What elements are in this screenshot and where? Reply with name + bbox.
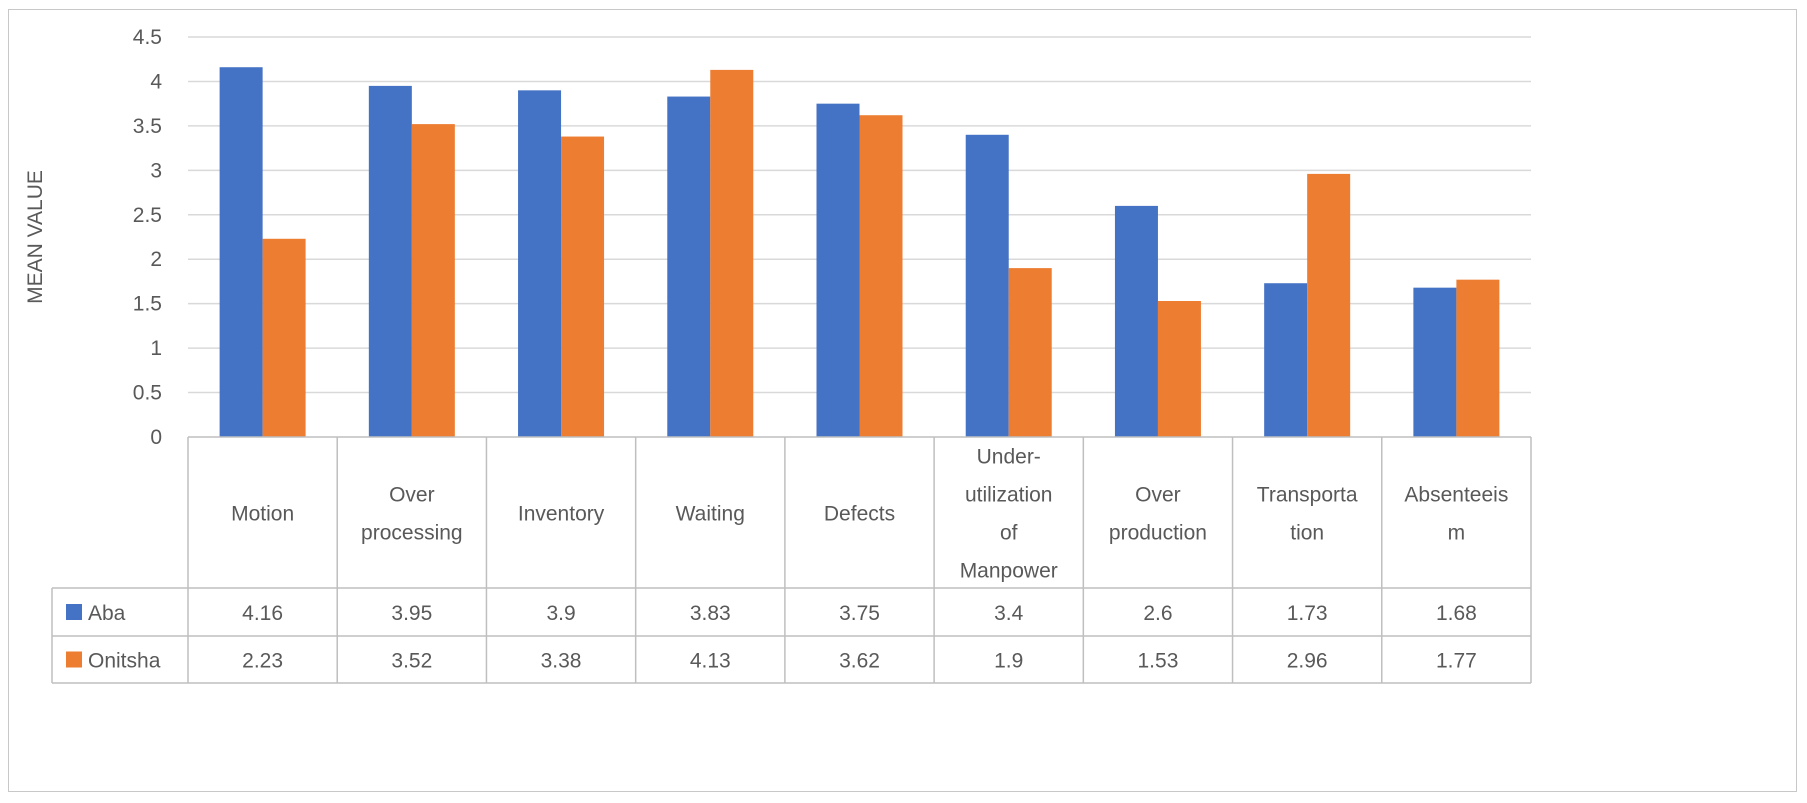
bar-aba-5: [965, 134, 1009, 437]
y-tick-label: 3.5: [133, 115, 162, 138]
category-label: Over production: [1109, 484, 1207, 545]
legend-key-onitsha: [66, 651, 82, 668]
data-label-onitsha: 4.13: [690, 650, 731, 673]
bar-aba-8: [1413, 287, 1457, 437]
bar-onitsha-5: [1008, 268, 1052, 437]
data-label-aba: 2.6: [1143, 602, 1172, 625]
data-label-onitsha: 3.38: [541, 650, 582, 673]
legend-key-aba: [66, 604, 82, 620]
data-label-onitsha: 1.77: [1436, 650, 1477, 673]
y-tick-label: 4: [150, 70, 162, 93]
bar-aba-6: [1114, 205, 1158, 437]
y-tick-label: 0: [150, 426, 162, 449]
data-label-onitsha: 3.52: [391, 650, 432, 673]
bar-aba-7: [1264, 283, 1308, 437]
y-tick-label: 4.5: [133, 26, 162, 49]
category-label: Inventory: [518, 503, 605, 526]
bar-onitsha-4: [859, 115, 903, 437]
bar-onitsha-6: [1157, 301, 1201, 437]
data-table: Motion Over processing Inventory Waiting Defe…: [51, 436, 1532, 684]
category-label: Absenteeis m: [1404, 484, 1508, 545]
data-label-onitsha: 2.96: [1287, 650, 1328, 673]
category-label: Motion: [231, 503, 294, 526]
data-label-aba: 4.16: [242, 602, 283, 625]
bar-onitsha-1: [411, 124, 455, 437]
data-label-onitsha: 2.23: [242, 650, 283, 673]
bar-aba-1: [368, 85, 412, 437]
bar-onitsha-3: [710, 69, 754, 437]
bar-aba-4: [816, 103, 860, 438]
data-label-aba: 1.68: [1436, 602, 1477, 625]
bar-onitsha-0: [262, 238, 306, 437]
y-tick-label: 2.5: [133, 204, 162, 227]
legend-label-onitsha: Onitsha: [88, 650, 161, 673]
y-tick-label: 2: [150, 248, 162, 271]
y-axis-title: MEAN VALUE: [24, 170, 47, 304]
category-label: Under-utilization of Manpower: [960, 446, 1058, 583]
bars: [219, 67, 1500, 438]
y-tick-label: 1.5: [133, 293, 162, 316]
y-tick-label: 1: [150, 337, 162, 360]
category-label: Over processing: [361, 484, 463, 545]
bar-aba-2: [518, 90, 562, 437]
category-label: Defects: [824, 503, 895, 526]
data-label-onitsha: 3.62: [839, 650, 880, 673]
data-label-aba: 1.73: [1287, 602, 1328, 625]
y-axis-tick-labels: 0 0.5 1 1.5 2 2.5 3 3.5 4 4.5: [133, 26, 163, 449]
data-label-aba: 3.75: [839, 602, 880, 625]
bar-onitsha-8: [1456, 279, 1500, 437]
data-label-aba: 3.83: [690, 602, 731, 625]
category-label: Transporta tion: [1257, 484, 1358, 545]
bar-onitsha-2: [561, 136, 605, 438]
data-label-aba: 3.4: [994, 602, 1024, 625]
y-tick-label: 3: [150, 159, 162, 182]
y-tick-label: 0.5: [133, 382, 162, 405]
category-label: Waiting: [676, 503, 745, 526]
data-label-aba: 3.95: [391, 602, 432, 625]
data-label-onitsha: 1.53: [1138, 650, 1179, 673]
legend-label-aba: Aba: [88, 602, 126, 625]
data-label-aba: 3.9: [546, 602, 575, 625]
bar-aba-0: [219, 67, 263, 437]
data-label-onitsha: 1.9: [994, 650, 1023, 673]
bar-onitsha-7: [1307, 173, 1351, 437]
bar-aba-3: [667, 96, 711, 438]
